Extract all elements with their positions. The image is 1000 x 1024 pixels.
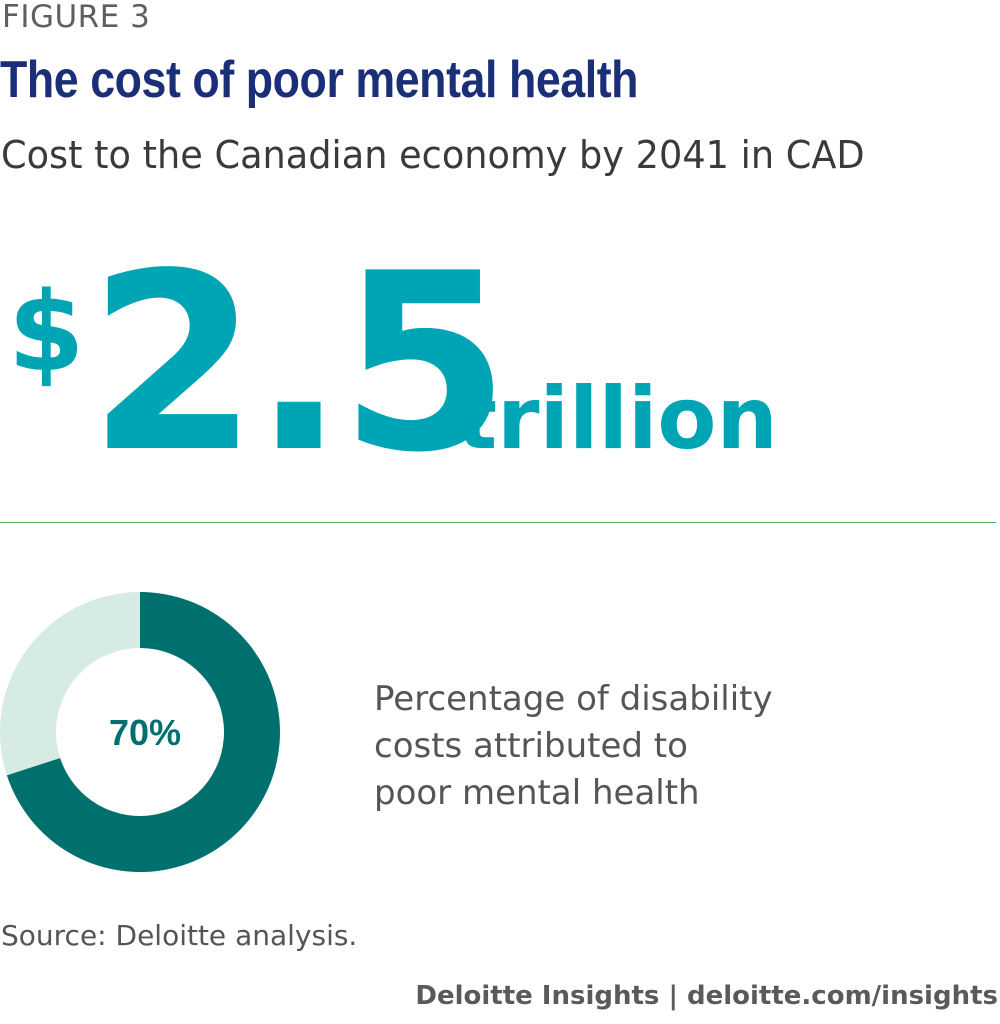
donut-description: Percentage of disability costs attribute…	[374, 676, 814, 817]
headline-currency: $	[8, 268, 85, 396]
section-divider	[0, 522, 996, 523]
donut-chart: 70%	[0, 592, 281, 872]
donut-center-label: 70%	[109, 712, 181, 753]
headline-value: 2.5	[88, 230, 504, 470]
source-note: Source: Deloitte analysis.	[1, 919, 358, 952]
figure-label: FIGURE 3	[2, 0, 151, 35]
donut-description-line: costs attributed to	[374, 726, 688, 766]
donut-slice-other	[0, 592, 140, 776]
headline-figure: $ 2.5 trillion	[8, 230, 778, 470]
donut-description-line: Percentage of disability	[374, 679, 773, 719]
footer-credit: Deloitte Insights | deloitte.com/insight…	[415, 981, 998, 1011]
headline-unit: trillion	[456, 369, 778, 469]
donut-slice-poor-mental-health	[6, 592, 281, 872]
page-title: The cost of poor mental health	[0, 51, 639, 109]
subtitle: Cost to the Canadian economy by 2041 in …	[1, 133, 865, 177]
donut-description-line: poor mental health	[374, 773, 700, 813]
